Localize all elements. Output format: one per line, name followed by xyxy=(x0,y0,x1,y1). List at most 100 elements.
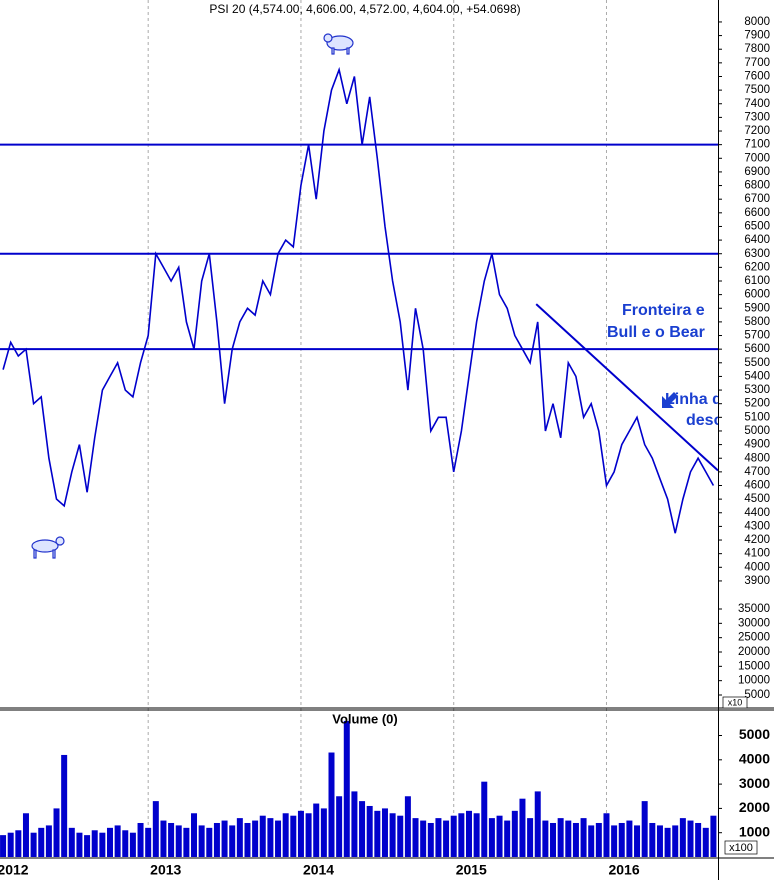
volume-bar xyxy=(22,813,29,857)
volume-bar xyxy=(91,830,98,857)
y-tick-label: 7000 xyxy=(744,152,770,164)
volume-bar xyxy=(679,818,686,857)
plot-content: Fronteira e Bull e o Bear Linha d desc xyxy=(0,0,723,857)
bear-icon xyxy=(323,33,354,55)
y-tick-label: 5200 xyxy=(744,398,770,410)
axis-background xyxy=(719,0,774,880)
y-tick-label: 4800 xyxy=(744,452,770,464)
y-tick-label: 6700 xyxy=(744,193,770,205)
volume-bar xyxy=(297,810,304,857)
volume-bar xyxy=(313,803,320,857)
volume-bar xyxy=(572,822,579,857)
volume-bar xyxy=(152,801,159,857)
y-tick-label: 7300 xyxy=(744,111,770,123)
volume-bar xyxy=(15,830,22,857)
volume-bar xyxy=(366,805,373,857)
y-tick-label: 4100 xyxy=(744,548,770,560)
volume-bar xyxy=(305,813,312,857)
unit-box xyxy=(722,696,748,709)
volume-title: Volume (0) xyxy=(332,711,398,726)
y-tick-label: 4600 xyxy=(744,480,770,492)
y-tick-label: 5600 xyxy=(744,343,770,355)
y2-tick-label: 10000 xyxy=(738,675,770,687)
volume-bar xyxy=(550,822,557,857)
unit-box xyxy=(724,840,758,855)
volume-bar xyxy=(244,822,251,857)
volume-bar xyxy=(641,801,648,857)
y-tick-label: 7100 xyxy=(744,139,770,151)
volume-bar xyxy=(160,820,167,857)
volume-bar xyxy=(221,820,228,857)
y-tick-label: 4700 xyxy=(744,466,770,478)
volume-bar xyxy=(565,820,572,857)
volume-bar xyxy=(336,796,343,857)
y2-tick-label: 30000 xyxy=(738,617,770,629)
volume-bar xyxy=(290,815,297,857)
volume-bar xyxy=(412,818,419,857)
y2-tick-label: 35000 xyxy=(738,603,770,615)
y-tick-label: 6000 xyxy=(744,289,770,301)
annotation: Linha d xyxy=(665,391,722,408)
volume-bar xyxy=(206,827,213,857)
volume-bar xyxy=(351,791,358,857)
volume-bar xyxy=(267,818,274,857)
volume-bar xyxy=(0,835,7,857)
x-tick-label: 2015 xyxy=(456,862,487,878)
volume-bar xyxy=(404,796,411,857)
y-tick-label: 5000 xyxy=(739,726,770,742)
volume-bar xyxy=(710,815,717,857)
y-tick-label: 7500 xyxy=(744,84,770,96)
volume-bar xyxy=(213,822,220,857)
volume-bar xyxy=(282,813,289,857)
y-tick-label: 6900 xyxy=(744,166,770,178)
volume-bar xyxy=(381,808,388,857)
volume-bar xyxy=(343,720,350,857)
volume-bar xyxy=(488,818,495,857)
volume-bar xyxy=(473,813,480,857)
y2-tick-label: 15000 xyxy=(738,660,770,672)
y-tick-label: 2000 xyxy=(739,799,770,815)
chart-title: PSI 20 (4,574.00, 4,606.00, 4,572.00, 4,… xyxy=(209,2,520,16)
y-tick-label: 5000 xyxy=(744,425,770,437)
volume-bar xyxy=(397,815,404,857)
volume-bar xyxy=(122,830,129,857)
bull-icon xyxy=(31,536,65,559)
volume-bar xyxy=(427,822,434,857)
y-tick-label: 4300 xyxy=(744,520,770,532)
y-tick-label: 3000 xyxy=(739,775,770,791)
volume-bar xyxy=(320,808,327,857)
volume-bar xyxy=(580,818,587,857)
annotation: desc xyxy=(686,412,723,429)
volume-bar xyxy=(511,810,518,857)
volume-bar xyxy=(443,820,450,857)
volume-bar xyxy=(481,781,488,857)
volume-bar xyxy=(191,813,198,857)
y-tick-label: 6200 xyxy=(744,261,770,273)
volume-bar xyxy=(649,822,656,857)
y-tick-label: 7800 xyxy=(744,43,770,55)
y-tick-label: 6600 xyxy=(744,207,770,219)
y-tick-label: 4400 xyxy=(744,507,770,519)
volume-bar xyxy=(504,820,511,857)
volume-bar xyxy=(496,815,503,857)
volume-bar xyxy=(695,822,702,857)
volume-bar xyxy=(664,827,671,857)
y-tick-label: 5700 xyxy=(744,330,770,342)
volume-bar xyxy=(30,832,37,857)
x-tick-label: 2016 xyxy=(608,862,639,878)
y-tick-label: 5100 xyxy=(744,411,770,423)
arrow xyxy=(662,392,678,408)
volume-bar xyxy=(626,820,633,857)
volume-bar xyxy=(53,808,60,857)
volume-bar xyxy=(611,825,618,857)
y-tick-label: 5900 xyxy=(744,302,770,314)
y-tick-label: 7400 xyxy=(744,98,770,110)
volume-bar xyxy=(656,825,663,857)
y-tick-label: 8000 xyxy=(744,16,770,28)
volume-bar xyxy=(68,827,75,857)
y-tick-label: 4900 xyxy=(744,439,770,451)
y-tick-label: 7200 xyxy=(744,125,770,137)
y-tick-label: 3900 xyxy=(744,575,770,587)
